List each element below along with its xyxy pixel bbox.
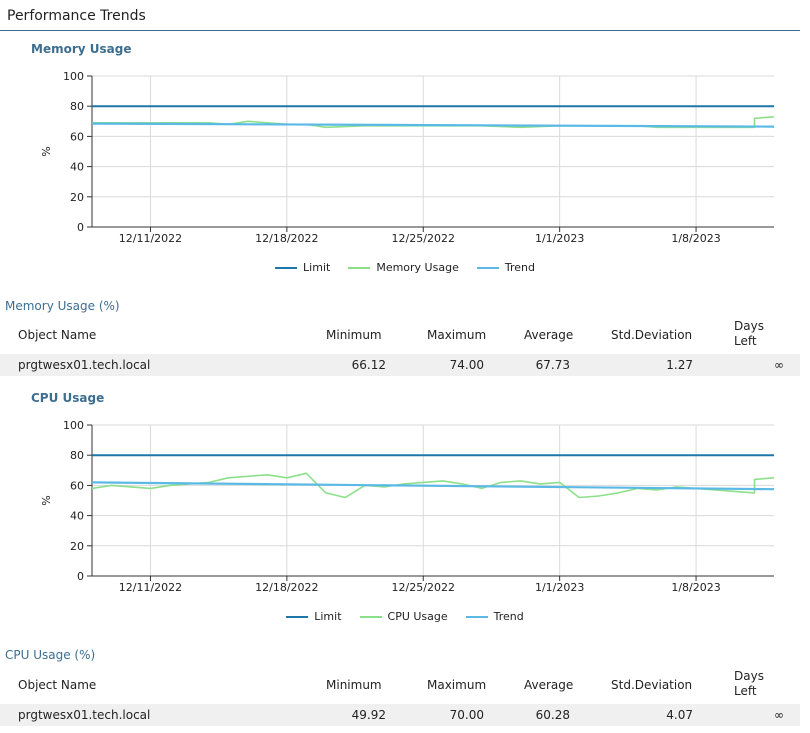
series-line-cpu-usage [91,472,775,499]
x-tick-label: 1/8/2023 [671,581,720,594]
legend-item-limit: Limit [286,610,342,623]
x-tick-label: 1/1/2023 [535,232,584,245]
legend-item-memory-usage: Memory Usage [348,261,459,274]
y-tick-label: 60 [70,130,84,143]
y-tick-label: 0 [77,570,84,583]
column-header-days-left: Days Left [734,319,764,348]
legend-swatch-trend [465,615,488,618]
column-header-average: Average [524,328,574,342]
legend-label-trend: Trend [504,261,535,274]
cpu-chart-title: CPU Usage [31,391,105,405]
cpu-stats-table: Object Name Minimum Maximum Average Std.… [0,668,800,726]
memory-table-title: Memory Usage (%) [5,299,120,313]
cell-days-left: ∞ [774,358,784,372]
memory-chart-legend: Limit Memory Usage Trend [0,261,810,274]
y-axis-label: % [40,495,53,505]
series-line-trend [91,481,775,491]
cell-std-deviation: 1.27 [666,358,693,372]
legend-label-limit: Limit [303,261,331,274]
cell-object-name: prgtwesx01.tech.local [18,358,151,372]
page-title: Performance Trends [7,8,146,24]
legend-swatch-memory-usage [348,266,371,269]
table-row: prgtwesx01.tech.local 49.92 70.00 60.28 … [0,704,800,726]
table-header-row: Object Name Minimum Maximum Average Std.… [0,668,800,704]
x-tick-label: 1/8/2023 [671,232,720,245]
cell-object-name: prgtwesx01.tech.local [18,708,151,722]
legend-label-trend: Trend [493,610,524,623]
y-tick-label: 20 [70,191,84,204]
legend-item-trend: Trend [465,610,524,623]
legend-item-trend: Trend [476,261,535,274]
legend-label-limit: Limit [314,610,342,623]
column-header-days-left: Days Left [734,669,764,698]
y-tick-label: 40 [70,161,84,174]
legend-swatch-limit [275,266,298,269]
column-header-maximum: Maximum [427,328,487,342]
cell-average: 60.28 [535,708,570,722]
x-tick-label: 12/18/2022 [255,581,318,594]
memory-chart-title: Memory Usage [31,42,132,56]
column-header-minimum: Minimum [326,678,382,692]
legend-swatch-limit [286,615,309,618]
memory-usage-chart: 0 20 40 60 80 100 12/11/2022 12/18/2022 12/25/20… [40,70,775,245]
legend-item-limit: Limit [275,261,330,274]
x-tick-label: 1/1/2023 [535,581,584,594]
legend-label-cpu-usage: CPU Usage [387,610,448,623]
cpu-chart-legend: Limit CPU Usage Trend [0,610,810,623]
column-header-object-name: Object Name [18,678,97,692]
column-header-minimum: Minimum [326,328,382,342]
column-header-std-deviation: Std.Deviation [611,678,693,692]
cell-average: 67.73 [535,358,570,372]
title-divider [0,30,800,31]
cell-minimum: 66.12 [351,358,386,372]
cpu-usage-chart: 0 20 40 60 80 100 12/11/2022 12/18/2022 12/25/20… [40,419,775,594]
legend-item-cpu-usage: CPU Usage [359,610,448,623]
x-tick-label: 12/11/2022 [119,232,182,245]
column-header-std-deviation: Std.Deviation [611,328,693,342]
y-tick-label: 40 [70,510,84,523]
legend-label-memory-usage: Memory Usage [376,261,459,274]
y-tick-label: 80 [70,100,84,113]
y-tick-label: 100 [63,419,84,432]
legend-swatch-trend [476,266,499,269]
cell-days-left: ∞ [774,708,784,722]
cell-std-deviation: 4.07 [666,708,693,722]
table-header-row: Object Name Minimum Maximum Average Std.… [0,318,800,354]
x-tick-label: 12/25/2022 [392,232,455,245]
x-tick-label: 12/25/2022 [392,581,455,594]
x-tick-label: 12/11/2022 [119,581,182,594]
table-row: prgtwesx01.tech.local 66.12 74.00 67.73 … [0,354,800,376]
cell-maximum: 70.00 [449,708,484,722]
x-tick-label: 12/18/2022 [255,232,318,245]
column-header-average: Average [524,678,574,692]
column-header-maximum: Maximum [427,678,487,692]
y-tick-label: 20 [70,540,84,553]
series-line-trend [91,122,775,128]
y-tick-label: 80 [70,449,84,462]
y-tick-label: 60 [70,479,84,492]
cpu-table-title: CPU Usage (%) [5,648,96,662]
cell-maximum: 74.00 [449,358,484,372]
memory-stats-table: Object Name Minimum Maximum Average Std.… [0,318,800,376]
y-axis-label: % [40,146,53,156]
y-tick-label: 0 [77,221,84,234]
cell-minimum: 49.92 [351,708,386,722]
column-header-object-name: Object Name [18,328,97,342]
legend-swatch-cpu-usage [359,615,382,618]
y-tick-label: 100 [63,70,84,83]
